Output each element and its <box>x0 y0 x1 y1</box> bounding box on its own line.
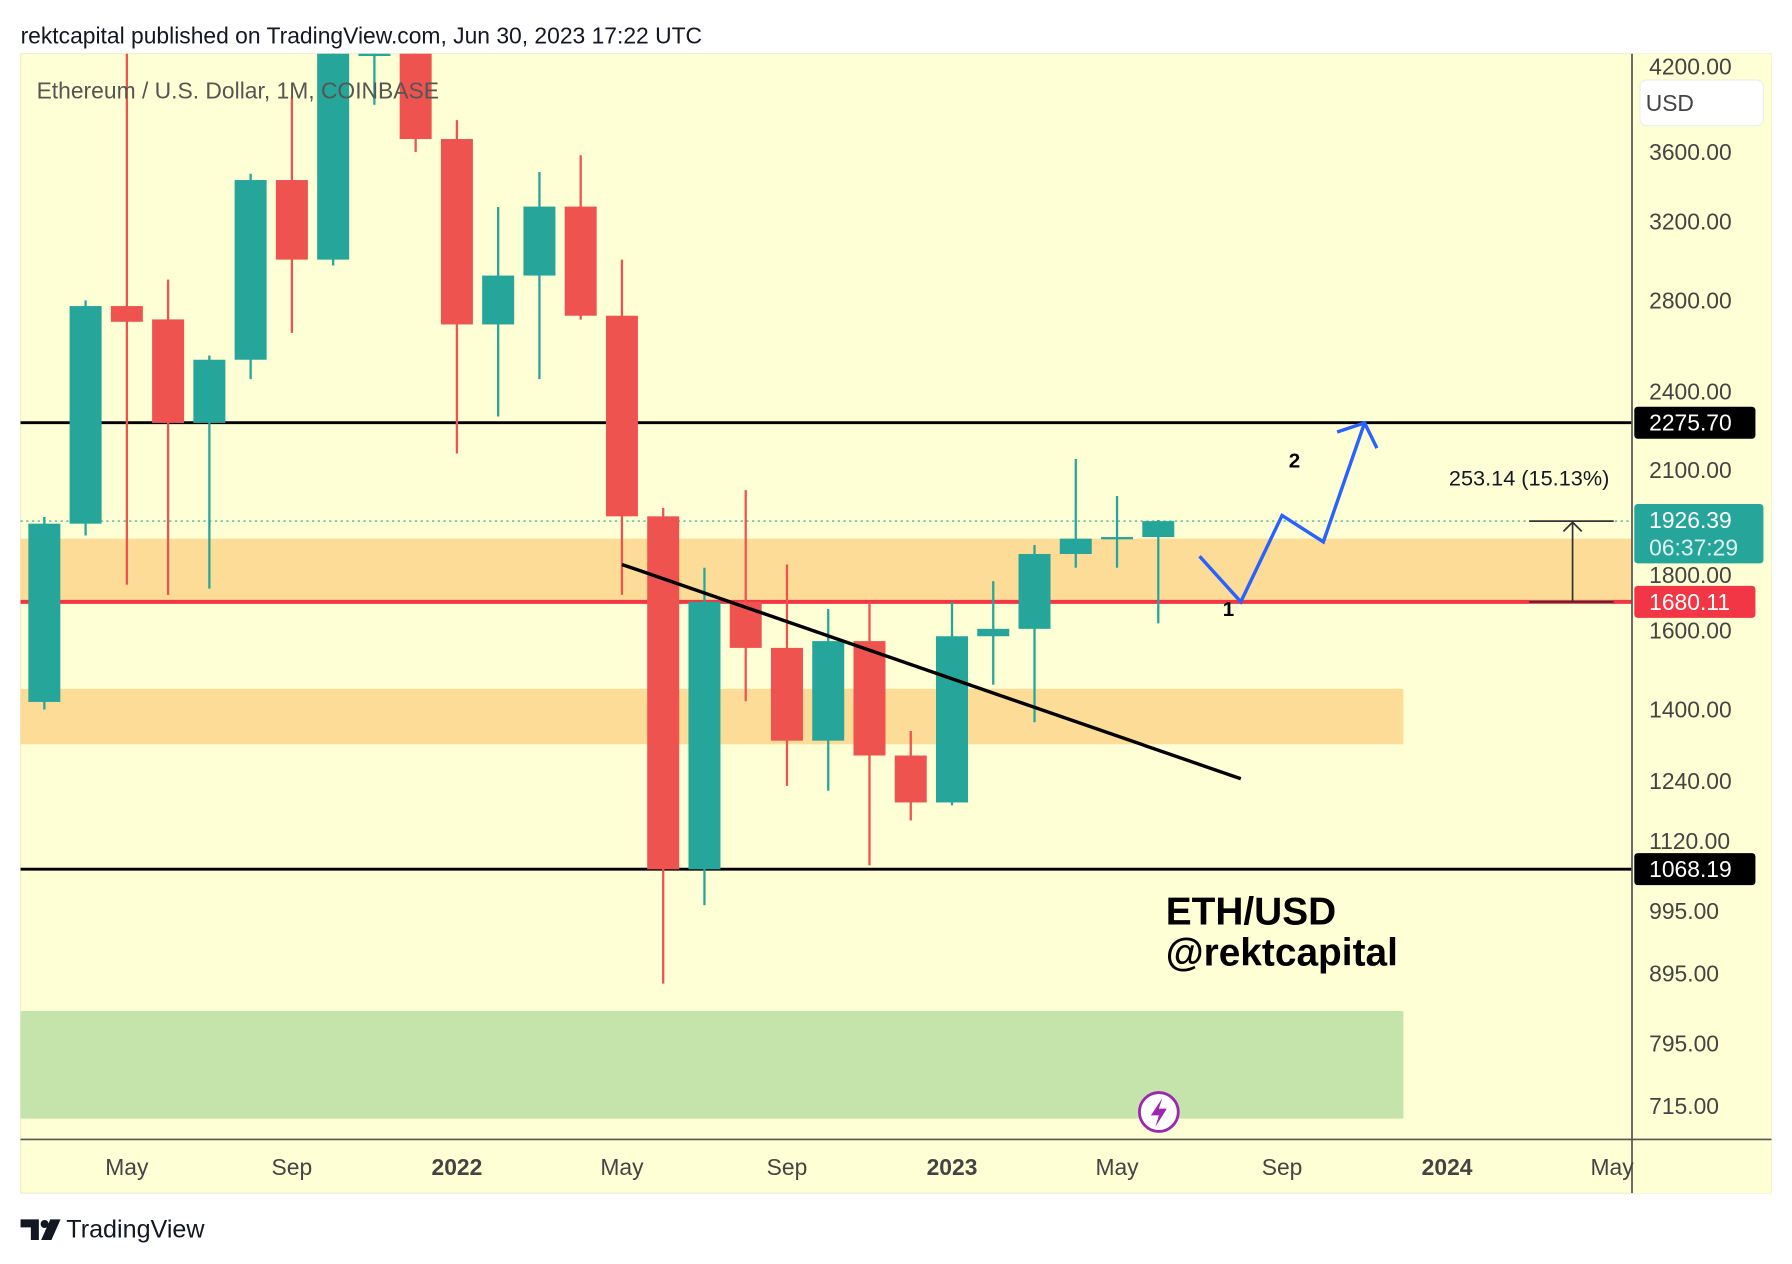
candle-body <box>110 306 143 322</box>
last-price-box <box>1634 503 1764 564</box>
candle-body <box>688 601 721 870</box>
candle-body <box>69 306 102 524</box>
projection-label-1: 1 <box>1223 598 1234 621</box>
price-label-box <box>1634 585 1756 618</box>
candle-body <box>977 628 1010 637</box>
candle-body <box>1142 521 1175 538</box>
time-tick: 2023 <box>927 1154 978 1180</box>
price-tick: 1400.00 <box>1649 697 1732 723</box>
price-label-box <box>1634 853 1756 886</box>
chart-background <box>20 53 1772 1194</box>
candle-body <box>1101 537 1134 540</box>
time-tick: May <box>105 1154 149 1180</box>
candle-body <box>770 647 803 741</box>
symbol-legend[interactable]: Ethereum / U.S. Dollar, 1M, COINBASE <box>37 77 439 103</box>
price-tick: 1600.00 <box>1649 618 1732 644</box>
time-tick: 2022 <box>432 1154 483 1180</box>
price-tick: 1240.00 <box>1649 768 1732 794</box>
zone-orange <box>20 538 1633 602</box>
price-tick: 795.00 <box>1649 1031 1719 1057</box>
candle-body <box>936 636 968 803</box>
time-tick: Sep <box>1262 1154 1303 1180</box>
time-tick: May <box>1095 1154 1139 1180</box>
lightning-icon[interactable] <box>1138 1091 1180 1133</box>
price-tick: 2800.00 <box>1649 287 1732 313</box>
candle-body <box>564 206 597 316</box>
candle-body <box>1059 538 1092 554</box>
price-tick: 715.00 <box>1649 1093 1719 1119</box>
price-tick: 995.00 <box>1649 898 1719 924</box>
price-tick: 1800.00 <box>1649 562 1732 588</box>
candle-body <box>605 315 638 517</box>
time-tick: Sep <box>272 1154 313 1180</box>
price-label: 2275.70 <box>1649 410 1732 436</box>
candle-body <box>234 180 267 360</box>
candle-body <box>1018 553 1051 629</box>
watermark-line2: @rektcapital <box>1166 932 1398 975</box>
projection-label-2: 2 <box>1289 449 1300 472</box>
candle-body <box>317 53 350 260</box>
candle-body <box>275 180 308 260</box>
zone-green <box>20 1011 1404 1119</box>
price-tick: 895.00 <box>1649 961 1719 987</box>
price-axis[interactable] <box>1632 53 1772 1194</box>
candle-body <box>647 516 680 870</box>
measure-arrow-icon <box>1562 521 1583 532</box>
candle-body <box>812 641 845 741</box>
projection-path <box>1198 422 1367 605</box>
price-tick: 4200.00 <box>1649 53 1732 79</box>
measure-label: 253.14 (15.13%) <box>1449 466 1609 491</box>
candle-body <box>358 53 391 56</box>
watermark-line1: ETH/USD <box>1166 891 1337 934</box>
price-tick: 3600.00 <box>1649 139 1732 165</box>
last-price-label: 1926.39 <box>1649 507 1732 533</box>
candle-body <box>440 139 473 325</box>
time-tick: 2024 <box>1422 1154 1473 1180</box>
candle-body <box>482 275 515 325</box>
tradingview-logo-icon <box>20 1219 61 1240</box>
currency-label: USD <box>1646 90 1694 116</box>
candle-body <box>523 206 556 276</box>
price-tick: 2400.00 <box>1649 378 1732 404</box>
candle-body <box>853 641 886 756</box>
candle-body <box>28 523 61 702</box>
time-tick: Sep <box>767 1154 808 1180</box>
price-label: 1680.11 <box>1649 589 1730 615</box>
tradingview-logo-text: TradingView <box>66 1216 205 1244</box>
currency-button[interactable] <box>1639 79 1764 127</box>
candle-body <box>399 53 432 140</box>
trendline <box>621 562 1242 781</box>
candle-body <box>894 755 927 803</box>
candle-body <box>193 359 226 423</box>
price-tick: 3200.00 <box>1649 209 1732 235</box>
projection-arrowhead <box>1336 420 1379 449</box>
price-tick: 1120.00 <box>1649 828 1730 854</box>
publish-line: rektcapital published on TradingView.com… <box>21 22 702 48</box>
bar-countdown: 06:37:29 <box>1649 534 1738 560</box>
candle-body <box>152 319 185 423</box>
time-tick: May <box>600 1154 644 1180</box>
price-label-box <box>1634 406 1756 439</box>
price-label: 1068.19 <box>1649 856 1732 882</box>
time-tick: May <box>1591 1154 1635 1180</box>
price-tick: 2100.00 <box>1649 457 1732 483</box>
